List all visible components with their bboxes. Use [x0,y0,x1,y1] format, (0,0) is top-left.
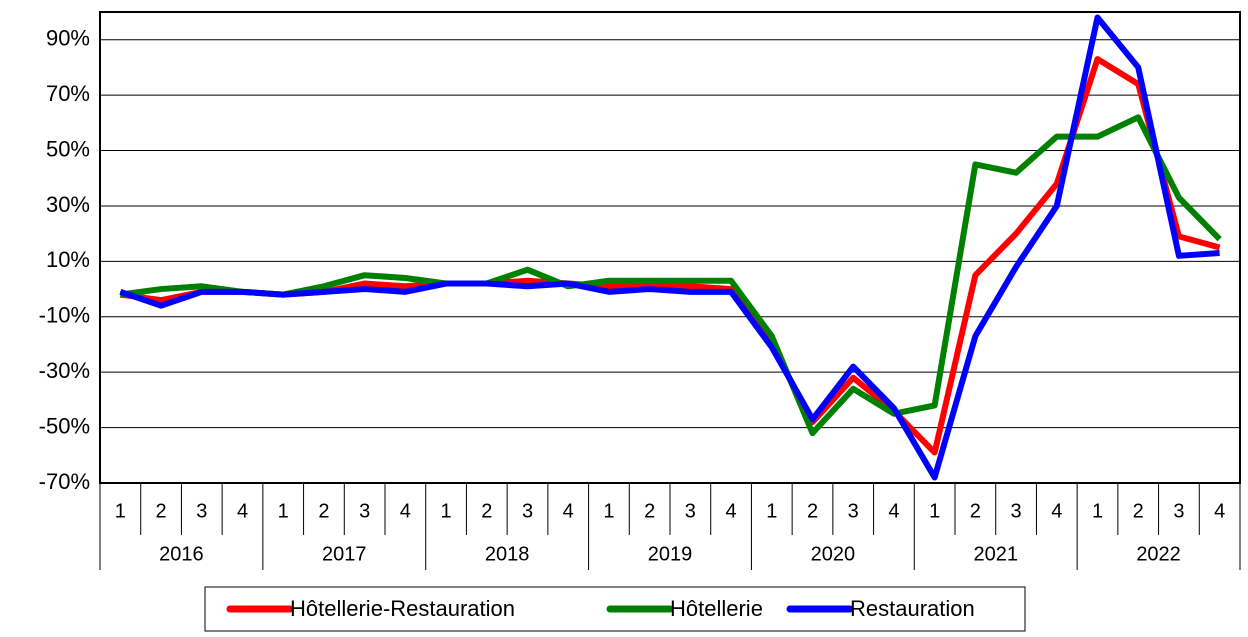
legend-label: Restauration [850,596,975,621]
year-label: 2019 [648,543,693,565]
x-tick-label: 2 [807,500,818,522]
x-tick-label: 3 [359,500,370,522]
plot-border [99,11,1241,484]
y-tick-label: 90% [46,26,90,51]
x-tick-label: 3 [848,500,859,522]
x-tick-label: 4 [563,500,574,522]
x-tick-label: 1 [766,500,777,522]
x-tick-label: 3 [522,500,533,522]
y-tick-label: -30% [39,358,90,383]
x-tick-label: 3 [196,500,207,522]
x-tick-label: 1 [603,500,614,522]
x-tick-label: 4 [726,500,737,522]
year-label: 2022 [1136,543,1181,565]
x-tick-label: 3 [1173,500,1184,522]
x-tick-label: 1 [278,500,289,522]
x-tick-label: 1 [1092,500,1103,522]
x-tick-label: 4 [400,500,411,522]
series-line [119,114,1222,437]
x-tick-label: 2 [970,500,981,522]
y-tick-label: 70% [46,81,90,106]
y-tick-label: 10% [46,247,90,272]
year-label: 2020 [811,543,856,565]
x-tick-label: 1 [115,500,126,522]
x-tick-label: 2 [644,500,655,522]
y-tick-label: -50% [39,413,90,438]
x-tick-label: 3 [1011,500,1022,522]
x-tick-label: 2 [318,500,329,522]
x-tick-label: 4 [888,500,899,522]
x-tick-label: 2 [1133,500,1144,522]
x-tick-label: 2 [481,500,492,522]
x-tick-label: 1 [929,500,940,522]
x-tick-label: 4 [1214,500,1225,522]
x-tick-label: 1 [441,500,452,522]
x-tick-label: 3 [685,500,696,522]
series-line [119,14,1220,481]
legend-label: Hôtellerie-Restauration [290,596,515,621]
y-tick-label: 50% [46,136,90,161]
year-label: 2018 [485,543,530,565]
series-line [119,56,1221,456]
x-tick-label: 2 [156,500,167,522]
legend-label: Hôtellerie [670,596,763,621]
year-label: 2016 [159,543,204,565]
x-tick-label: 4 [237,500,248,522]
y-tick-label: -10% [39,303,90,328]
x-tick-label: 4 [1051,500,1062,522]
y-tick-label: -70% [39,469,90,494]
y-tick-label: 30% [46,192,90,217]
year-label: 2017 [322,543,367,565]
year-label: 2021 [973,543,1018,565]
